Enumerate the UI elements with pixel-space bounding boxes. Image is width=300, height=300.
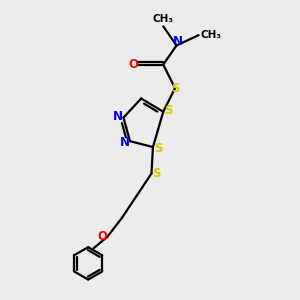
Text: S: S xyxy=(152,167,161,180)
Text: S: S xyxy=(154,142,163,155)
Text: N: N xyxy=(120,136,130,149)
Text: CH₃: CH₃ xyxy=(153,14,174,24)
Text: S: S xyxy=(171,82,179,95)
Text: O: O xyxy=(97,230,107,243)
Text: CH₃: CH₃ xyxy=(200,30,221,40)
Text: S: S xyxy=(164,104,173,117)
Text: N: N xyxy=(173,35,183,48)
Text: O: O xyxy=(128,58,138,71)
Text: N: N xyxy=(113,110,123,123)
